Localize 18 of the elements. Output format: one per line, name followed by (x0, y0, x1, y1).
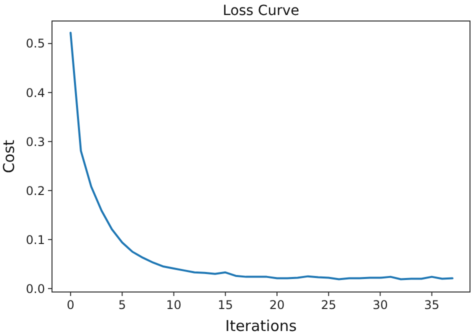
x-tick-label: 15 (218, 298, 234, 312)
line-series (70, 32, 454, 280)
x-tick-label: 25 (320, 298, 336, 312)
y-tick-label: 0.1 (26, 232, 45, 247)
x-tick-label: 35 (424, 298, 440, 312)
y-tick-label: 0.4 (26, 86, 45, 100)
x-tick-label: 0 (66, 298, 74, 312)
x-tick-label: 5 (118, 298, 126, 312)
x-tick-label: 10 (166, 298, 182, 312)
y-tick-label: 0.0 (26, 282, 45, 296)
x-axis-title: Iterations (225, 317, 297, 335)
y-tick-label: 0.3 (26, 134, 45, 149)
y-tick-label: 0.2 (26, 184, 45, 198)
chart-title: Loss Curve (222, 3, 300, 19)
y-tick-label: 0.5 (26, 36, 45, 51)
y-axis-title: Cost (0, 140, 18, 174)
x-tick-label: 30 (372, 298, 388, 312)
x-tick-label: 20 (269, 298, 285, 312)
